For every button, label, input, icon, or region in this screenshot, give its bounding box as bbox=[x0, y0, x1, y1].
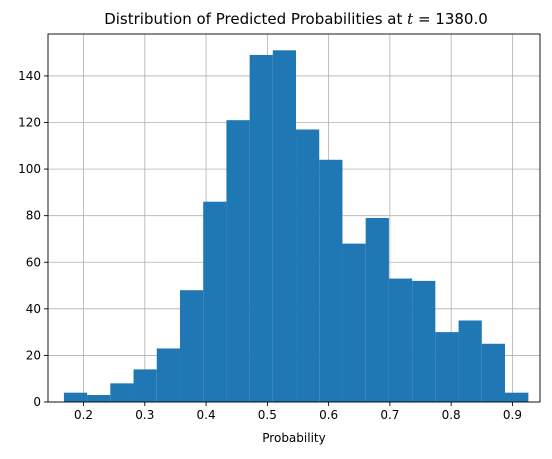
chart-title: Distribution of Predicted Probabilities … bbox=[104, 10, 488, 28]
histogram-bar bbox=[179, 290, 204, 402]
y-tick-label: 140 bbox=[18, 69, 41, 83]
x-tick-label: 0.4 bbox=[197, 408, 216, 422]
y-tick-label: 100 bbox=[18, 162, 41, 176]
histogram-bar bbox=[156, 348, 180, 402]
histogram-bar bbox=[481, 343, 506, 402]
histogram-bars bbox=[63, 50, 529, 403]
x-tick-label: 0.6 bbox=[319, 408, 338, 422]
x-tick-label: 0.7 bbox=[380, 408, 399, 422]
histogram-bar bbox=[412, 280, 436, 402]
y-axis-ticks: 0 20 40 60 80 100 120 140 bbox=[18, 69, 48, 409]
histogram-bar bbox=[133, 369, 157, 402]
histogram-bar bbox=[505, 392, 529, 402]
x-tick-label: 0.3 bbox=[135, 408, 154, 422]
histogram-bar bbox=[226, 120, 250, 402]
y-tick-label: 40 bbox=[26, 302, 41, 316]
histogram-bar bbox=[87, 395, 111, 402]
y-tick-label: 0 bbox=[33, 395, 41, 409]
x-tick-label: 0.5 bbox=[258, 408, 277, 422]
x-tick-label: 0.9 bbox=[503, 408, 522, 422]
histogram-bar bbox=[319, 159, 343, 402]
x-tick-label: 0.2 bbox=[74, 408, 93, 422]
histogram-bar bbox=[110, 383, 134, 402]
histogram-bar bbox=[342, 243, 366, 402]
x-axis-ticks: 0.2 0.3 0.4 0.5 0.6 0.7 0.8 0.9 bbox=[74, 402, 522, 422]
y-tick-label: 80 bbox=[26, 209, 41, 223]
y-tick-label: 20 bbox=[26, 348, 41, 362]
histogram-bar bbox=[203, 201, 227, 402]
y-tick-label: 60 bbox=[26, 255, 41, 269]
plot-frame bbox=[47, 33, 541, 403]
x-tick-label: 0.8 bbox=[442, 408, 461, 422]
histogram-bar bbox=[296, 129, 320, 403]
histogram-bar bbox=[272, 50, 297, 402]
histogram-bar bbox=[365, 218, 389, 402]
x-axis-label: Probability bbox=[262, 431, 325, 445]
histogram-bar bbox=[435, 332, 459, 402]
histogram-bar bbox=[249, 54, 273, 402]
histogram-bar bbox=[388, 278, 413, 402]
histogram-bar bbox=[458, 320, 482, 402]
histogram-bar bbox=[63, 392, 88, 402]
y-tick-label: 120 bbox=[18, 116, 41, 130]
